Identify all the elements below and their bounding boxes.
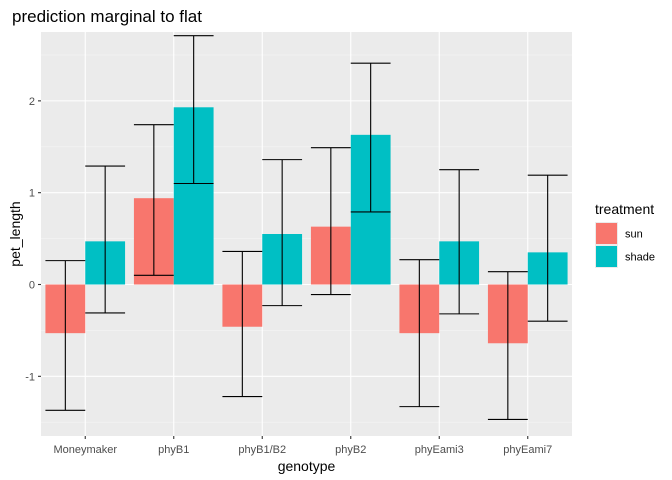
plot-panel: [41, 32, 572, 436]
y-tick-label: 2: [29, 96, 35, 108]
x-tick-label: phyEami7: [503, 444, 552, 456]
x-tick-label: phyEami3: [415, 444, 464, 456]
legend-title: treatment: [595, 201, 654, 217]
x-tick-label: phyB1: [158, 444, 189, 456]
x-tick-label: phyB1/B2: [238, 444, 286, 456]
legend-label-shade: shade: [625, 252, 655, 264]
x-axis-title: genotype: [278, 458, 336, 474]
y-tick-label: 1: [29, 188, 35, 200]
y-tick-label: 0: [29, 280, 35, 292]
x-tick-label: phyB2: [335, 444, 366, 456]
legend: treatment sun shade: [595, 201, 655, 268]
error-bars: [45, 35, 568, 421]
x-axis-ticks: Moneymaker phyB1 phyB1/B2 phyB2 phyEami3 phyE…: [53, 436, 552, 456]
y-tick-label: -1: [25, 371, 35, 383]
y-axis-ticks: -1 0 1 2: [25, 96, 41, 383]
legend-swatch-shade: [596, 246, 617, 267]
chart-title: prediction marginal to flat: [12, 7, 202, 26]
legend-swatch-sun: [596, 223, 617, 244]
y-axis-title: pet_length: [7, 201, 23, 266]
x-tick-label: Moneymaker: [53, 444, 117, 456]
legend-label-sun: sun: [625, 229, 643, 241]
